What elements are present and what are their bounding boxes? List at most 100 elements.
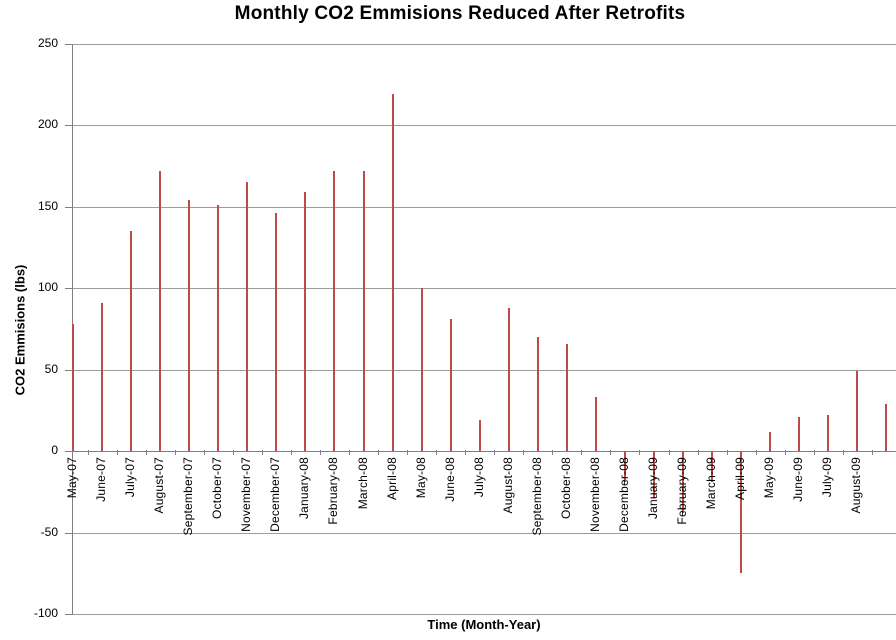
y-axis-tick <box>65 207 72 208</box>
bar <box>566 344 568 451</box>
x-axis-tick <box>756 450 757 455</box>
bar <box>508 308 510 451</box>
bar <box>72 324 74 451</box>
bar <box>333 171 335 451</box>
x-tick-label: January-09 <box>646 457 660 520</box>
x-tick-label: March-09 <box>704 457 718 510</box>
x-tick-label: July-07 <box>123 457 137 498</box>
gridline <box>72 288 896 289</box>
bar <box>682 451 684 513</box>
bar <box>798 417 800 451</box>
bar <box>363 171 365 451</box>
y-tick-label: 250 <box>37 36 58 50</box>
x-axis-tick <box>117 450 118 455</box>
y-tick-label: 200 <box>37 117 58 131</box>
x-axis-tick <box>465 450 466 455</box>
x-tick-label: September-07 <box>181 457 195 536</box>
x-axis-tick <box>349 450 350 455</box>
bar <box>130 231 132 451</box>
x-tick-label: November-07 <box>239 457 253 532</box>
y-tick-label: 100 <box>37 280 58 294</box>
x-axis-tick <box>494 450 495 455</box>
x-axis-tick <box>175 450 176 455</box>
x-tick-label: September-08 <box>530 457 544 536</box>
bar <box>159 171 161 451</box>
y-axis-tick <box>65 44 72 45</box>
x-tick-label: July-09 <box>820 457 834 498</box>
x-axis-tick <box>436 450 437 455</box>
bar <box>246 182 248 451</box>
y-tick-label: 0 <box>51 443 58 457</box>
bar <box>653 451 655 498</box>
x-axis-tick <box>785 450 786 455</box>
x-tick-label: August-08 <box>501 457 515 514</box>
y-axis-tick <box>65 533 72 534</box>
gridline <box>72 370 896 371</box>
bar <box>479 420 481 451</box>
chart-title: Monthly CO2 Emmisions Reduced After Retr… <box>234 3 686 24</box>
x-tick-label: May-07 <box>65 457 79 499</box>
gridline <box>72 451 896 452</box>
y-tick-label: 50 <box>44 362 58 376</box>
bar <box>856 371 858 451</box>
bar <box>217 205 219 451</box>
bar <box>188 200 190 451</box>
x-axis-tick <box>262 450 263 455</box>
y-tick-label: -100 <box>33 606 58 620</box>
gridline <box>72 207 896 208</box>
bar <box>827 415 829 451</box>
x-tick-label: April-08 <box>385 457 399 500</box>
x-tick-label: February-09 <box>675 457 689 525</box>
y-tick-label: 150 <box>37 199 58 213</box>
bar <box>769 432 771 452</box>
x-tick-label: May-09 <box>762 457 776 499</box>
gridline <box>72 614 896 615</box>
x-axis-tick <box>378 450 379 455</box>
x-axis-tick <box>291 450 292 455</box>
bar <box>275 213 277 451</box>
x-axis-tick <box>581 450 582 455</box>
x-axis-tick <box>552 450 553 455</box>
bar <box>421 288 423 451</box>
x-tick-label: March-08 <box>356 457 370 510</box>
x-axis-tick <box>320 450 321 455</box>
x-tick-label: July-08 <box>472 457 486 498</box>
x-tick-label: January-08 <box>297 457 311 520</box>
y-axis-tick <box>65 451 72 452</box>
x-axis-tick <box>523 450 524 455</box>
bar <box>392 94 394 451</box>
x-tick-label: December-08 <box>617 457 631 532</box>
bar <box>595 397 597 451</box>
x-axis-tick <box>669 450 670 455</box>
bar <box>101 303 103 451</box>
x-tick-label: December-07 <box>268 457 282 532</box>
x-tick-label: February-08 <box>326 457 340 525</box>
x-axis-tick <box>814 450 815 455</box>
x-tick-label: April-09 <box>733 457 747 500</box>
x-tick-label: August-09 <box>849 457 863 514</box>
x-axis-tick <box>610 450 611 455</box>
x-tick-label: June-09 <box>791 457 805 502</box>
gridline <box>72 533 896 534</box>
x-axis-tick <box>872 450 873 455</box>
x-axis-tick <box>233 450 234 455</box>
x-tick-label: October-08 <box>559 457 573 520</box>
x-axis-tick <box>407 450 408 455</box>
x-tick-label: October-07 <box>210 457 224 520</box>
x-axis-tick <box>204 450 205 455</box>
x-axis-tick <box>88 450 89 455</box>
x-axis-tick <box>843 450 844 455</box>
x-axis-tick <box>146 450 147 455</box>
x-axis-tick <box>727 450 728 455</box>
y-axis-tick <box>65 288 72 289</box>
x-tick-label: June-07 <box>94 457 108 502</box>
y-axis-tick <box>65 614 72 615</box>
y-tick-label: -50 <box>40 525 58 539</box>
x-tick-label: November-08 <box>588 457 602 532</box>
x-axis-title: Time (Month-Year) <box>427 617 541 632</box>
y-axis-tick <box>65 125 72 126</box>
x-axis-tick <box>639 450 640 455</box>
bar <box>450 319 452 451</box>
bar <box>740 451 742 573</box>
